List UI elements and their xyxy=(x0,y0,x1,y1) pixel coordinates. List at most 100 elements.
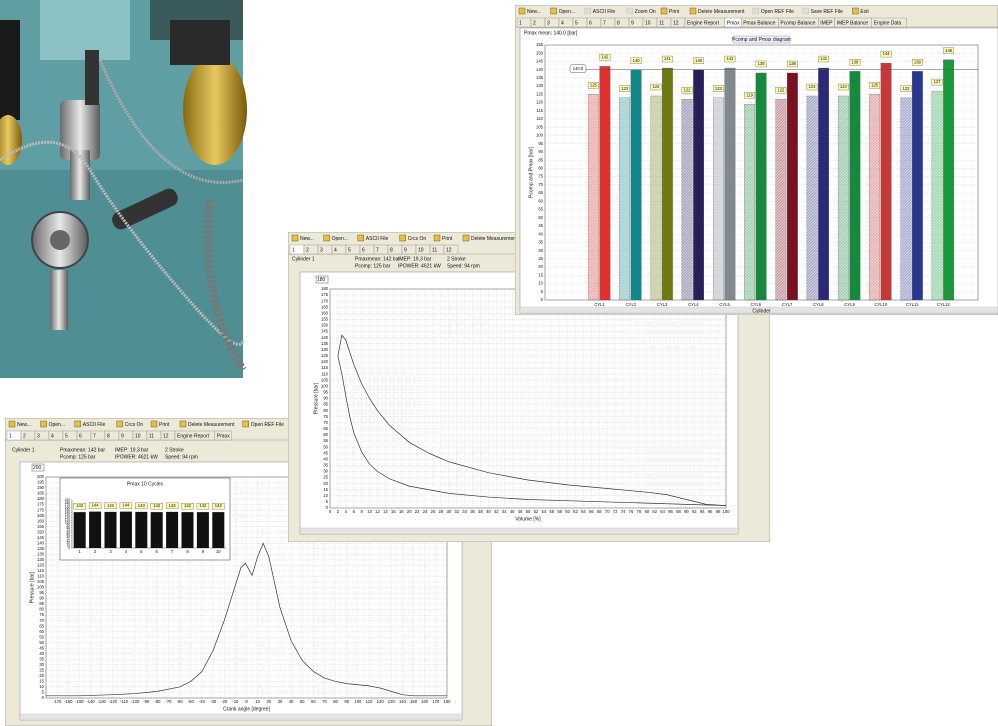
tab-label[interactable]: 7 xyxy=(603,20,606,26)
tab-label[interactable]: 1 xyxy=(519,20,522,26)
tab-label[interactable]: 9 xyxy=(631,20,634,26)
toolbar-icon[interactable] xyxy=(550,7,557,15)
tab-label[interactable]: 6 xyxy=(589,20,592,26)
toolbar-icon[interactable] xyxy=(462,234,470,242)
tab-label[interactable]: 7 xyxy=(376,247,379,253)
y-tick-label: 120 xyxy=(536,100,544,105)
toolbar-button[interactable]: ASCII File xyxy=(366,236,389,242)
toolbar-button[interactable]: Open... xyxy=(49,422,65,428)
toolbar-button[interactable]: Print xyxy=(669,9,680,15)
tab-label[interactable]: 4 xyxy=(51,433,54,439)
tab-label[interactable]: 5 xyxy=(65,433,68,439)
tab-label[interactable]: 4 xyxy=(561,20,564,26)
tab-label[interactable]: 10 xyxy=(418,247,424,253)
value-label-box xyxy=(196,502,210,510)
tab-label[interactable]: 6 xyxy=(79,433,82,439)
tab-label[interactable]: Pmax Balance xyxy=(743,20,775,26)
tab-label[interactable]: 11 xyxy=(432,247,437,253)
toolbar-button[interactable]: Print xyxy=(159,422,170,428)
tab-label[interactable]: 6 xyxy=(362,247,365,253)
y-tick-label: 55 xyxy=(538,207,543,212)
tab-label[interactable]: 1 xyxy=(9,433,12,439)
tab-label[interactable]: 8 xyxy=(617,20,620,26)
x-axis-title: Crank angle [degree] xyxy=(223,706,270,712)
y-tick-label: 95 xyxy=(323,390,328,395)
tab-label[interactable]: 2 xyxy=(533,20,536,26)
toolbar-button[interactable]: New... xyxy=(17,422,31,428)
tab-label[interactable]: Pcomp Balance xyxy=(780,20,815,26)
value-label-box xyxy=(104,502,117,510)
toolbar-button[interactable]: Print xyxy=(442,236,453,242)
toolbar-icon[interactable] xyxy=(40,420,47,428)
toolbar-icon[interactable] xyxy=(150,420,158,428)
tab-label[interactable]: 2 xyxy=(306,247,309,253)
tab-label[interactable]: 8 xyxy=(390,247,393,253)
bar-hatch xyxy=(619,97,630,300)
tab-label[interactable]: 3 xyxy=(37,433,40,439)
toolbar-icon[interactable] xyxy=(74,420,81,428)
toolbar-icon[interactable] xyxy=(399,234,406,242)
tab-label[interactable]: Pmax xyxy=(727,20,740,26)
value-label-box xyxy=(744,92,756,99)
toolbar-icon[interactable] xyxy=(291,234,299,242)
tab-label[interactable]: Engine Report xyxy=(687,20,720,26)
tab-label[interactable]: 3 xyxy=(547,20,550,26)
tab[interactable] xyxy=(871,17,907,28)
toolbar-icon[interactable] xyxy=(689,7,697,15)
info-field: Speed: 94 rpm xyxy=(165,454,198,460)
toolbar-button[interactable]: Delete Measurement xyxy=(188,422,235,428)
tab-label[interactable]: 2 xyxy=(23,433,26,439)
tab-label[interactable]: IMEP Balance xyxy=(837,20,869,26)
toolbar-button[interactable]: Open REF File xyxy=(251,422,284,428)
tab[interactable] xyxy=(214,430,232,441)
y-tick-label: 85 xyxy=(39,601,44,606)
tab-label[interactable]: 5 xyxy=(575,20,578,26)
toolbar-icon[interactable] xyxy=(433,234,441,242)
toolbar-icon[interactable] xyxy=(323,234,330,242)
toolbar-icon[interactable] xyxy=(116,420,123,428)
tab-label[interactable]: 11 xyxy=(149,433,154,439)
toolbar-button[interactable]: Open... xyxy=(559,9,575,15)
toolbar-button[interactable]: Exit xyxy=(860,9,869,15)
tab-label[interactable]: Engine Report xyxy=(177,433,210,439)
x-tick-label: -40 xyxy=(199,699,206,704)
tab-label[interactable]: 12 xyxy=(163,433,169,439)
toolbar-button[interactable]: Crcs On xyxy=(125,422,144,428)
tab-label[interactable]: 9 xyxy=(404,247,407,253)
tab-label[interactable]: 4 xyxy=(334,247,337,253)
info-field: Cylinder 1 xyxy=(12,447,35,453)
tab-label[interactable]: 7 xyxy=(93,433,96,439)
toolbar-icon[interactable] xyxy=(179,420,187,428)
toolbar-icon[interactable] xyxy=(242,420,249,428)
tab-label[interactable]: IMEP xyxy=(820,20,833,26)
tab-label[interactable]: 12 xyxy=(673,20,679,26)
toolbar-button[interactable]: Delete Measurement xyxy=(698,9,745,15)
tab-label[interactable]: 10 xyxy=(135,433,141,439)
scrollbar xyxy=(519,306,998,314)
toolbar-icon[interactable] xyxy=(357,234,364,242)
tab-label[interactable]: Pmax xyxy=(217,433,230,439)
value-label-box xyxy=(681,87,693,94)
toolbar-button[interactable]: ASCII File xyxy=(83,422,106,428)
tab-label[interactable]: 12 xyxy=(446,247,452,253)
tab-label[interactable]: 5 xyxy=(348,247,351,253)
tab-label[interactable]: 9 xyxy=(121,433,124,439)
tab[interactable] xyxy=(443,244,459,255)
tab-label[interactable]: 10 xyxy=(645,20,651,26)
toolbar-icon[interactable] xyxy=(8,420,16,428)
tab-label[interactable]: 8 xyxy=(107,433,110,439)
x-tick-label: 100 xyxy=(354,699,362,704)
toolbar-button[interactable]: Crcs On xyxy=(408,236,427,242)
toolbar-button[interactable]: New... xyxy=(300,236,314,242)
x-tick-label: 18 xyxy=(399,509,404,514)
toolbar-button[interactable]: Delete Measurement xyxy=(471,236,518,242)
toolbar-button[interactable]: New... xyxy=(527,9,541,15)
toolbar-icon[interactable] xyxy=(660,7,668,15)
toolbar-button[interactable]: Open... xyxy=(332,236,348,242)
tab-label[interactable]: 11 xyxy=(659,20,664,26)
toolbar-icon[interactable] xyxy=(518,7,526,15)
tab-label[interactable]: 3 xyxy=(320,247,323,253)
toolbar-icon[interactable] xyxy=(852,7,859,15)
tab-label[interactable]: Engine Data xyxy=(874,20,902,26)
tab-label[interactable]: 1 xyxy=(292,247,295,253)
